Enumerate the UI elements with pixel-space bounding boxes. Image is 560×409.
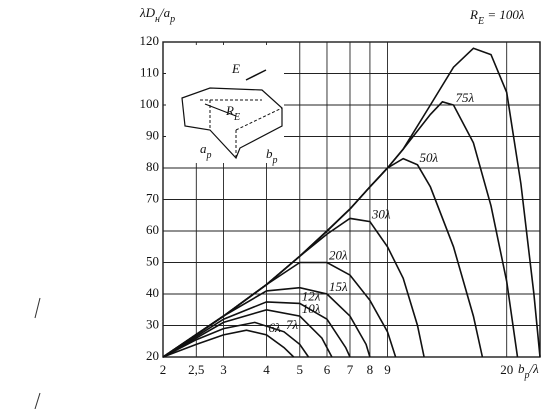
series-label: 50λ	[419, 150, 438, 165]
y-tick-label: 70	[146, 190, 159, 205]
series-label: 6λ	[268, 320, 281, 335]
x-tick-label: 6	[324, 362, 331, 377]
label-part: /λ	[529, 361, 540, 376]
curve	[162, 261, 397, 358]
label-part: = 100λ	[484, 7, 525, 22]
inset-arrow	[204, 103, 237, 117]
inset-re: RE	[225, 103, 240, 123]
inset: E RE ap bp	[166, 45, 284, 166]
x-tick-label: 20	[500, 362, 513, 377]
curve	[162, 308, 333, 358]
x-tick-label: 5	[297, 362, 304, 377]
y-tick-label: 120	[140, 33, 160, 48]
y-axis-label: λDн/ap	[139, 5, 175, 25]
series-label: 20λ	[329, 247, 348, 262]
label-part: E	[477, 16, 484, 27]
label-part: p	[272, 155, 278, 166]
label-part: a	[200, 141, 207, 156]
label-part: p	[206, 150, 212, 161]
label-part: н	[155, 14, 160, 25]
x-tick-label: 8	[367, 362, 374, 377]
x-tick-label: 2,5	[188, 362, 204, 377]
x-tick-label: 4	[263, 362, 270, 377]
stray-marks	[34, 297, 41, 409]
series-label: 7λ	[286, 317, 299, 332]
inset-block	[181, 87, 283, 160]
inset-arrow	[245, 69, 267, 81]
series-label: 75λ	[455, 90, 474, 105]
y-tick-label: 50	[146, 253, 159, 268]
curve	[162, 47, 541, 358]
label-part: /a	[159, 5, 171, 20]
top-label: RE = 100λ	[469, 7, 525, 27]
y-tick-label: 60	[146, 222, 159, 237]
x-tick-label: 7	[347, 362, 354, 377]
label-part: p	[524, 370, 530, 381]
y-tick-label: 80	[146, 159, 159, 174]
label-part: p	[169, 14, 175, 25]
curve	[162, 301, 351, 358]
y-tick-label: 40	[146, 285, 159, 300]
series-label: 30λ	[371, 207, 391, 222]
curve	[162, 321, 310, 358]
inset-e: E	[231, 61, 240, 76]
x-axis-label: bp/λ	[518, 361, 539, 381]
label-part: E	[233, 112, 240, 123]
label-part: b	[518, 361, 525, 376]
x-tick-label: 9	[384, 362, 391, 377]
inset-dash	[200, 99, 283, 158]
label-part: λD	[139, 5, 156, 20]
label-part: R	[225, 103, 234, 118]
y-tick-label: 100	[140, 96, 160, 111]
y-tick-label: 30	[146, 316, 159, 331]
x-tick-label: 3	[220, 362, 227, 377]
inset-ap: ap	[200, 141, 212, 161]
x-tick-label: 2	[160, 362, 167, 377]
label-part: R	[469, 7, 478, 22]
curve	[162, 329, 295, 358]
inset-bg	[166, 45, 284, 163]
y-tick-label: 110	[140, 64, 159, 79]
y-tick-label: 90	[146, 127, 159, 142]
inset-bp: bp	[266, 146, 278, 166]
series-label: 15λ	[329, 279, 348, 294]
y-tick-label: 20	[146, 348, 159, 363]
label-part: b	[266, 146, 273, 161]
